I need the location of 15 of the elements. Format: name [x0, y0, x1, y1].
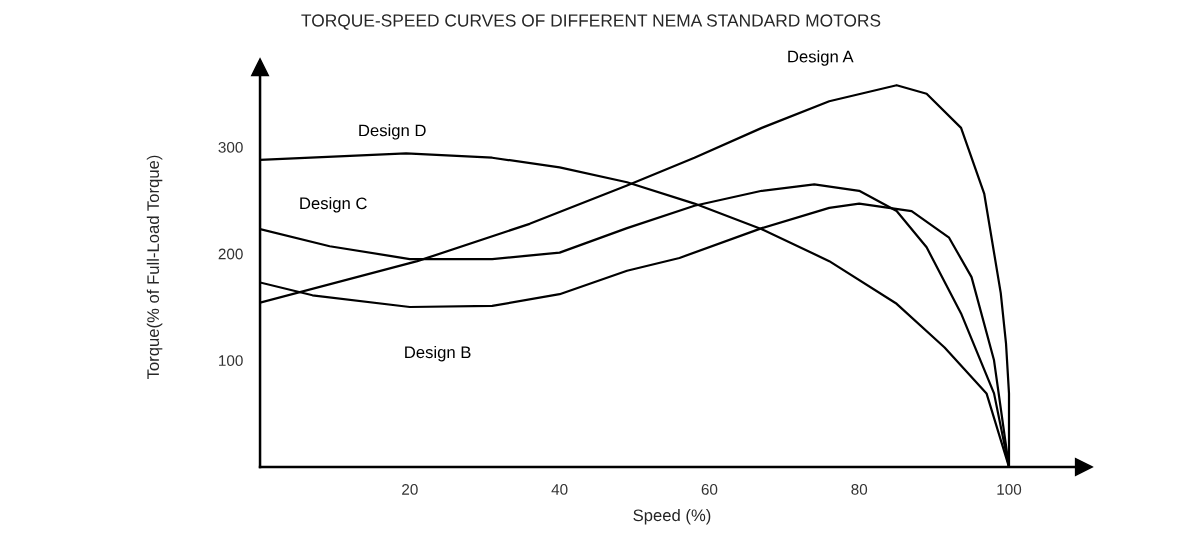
x-tick-label: 60	[701, 484, 718, 495]
y-axis-title: Torque(% of Full-Load Torque)	[146, 155, 163, 380]
text: Design B	[405, 345, 471, 362]
series-label: Design C	[300, 196, 367, 213]
y-tick-label: 200	[218, 248, 243, 260]
series-label: Design A	[788, 50, 854, 66]
x-axis-title: Speed (%)	[633, 508, 711, 525]
series-label: Design D	[359, 124, 426, 140]
y-tick-label: 300	[218, 141, 243, 153]
x-tick-label: 100	[997, 484, 1022, 495]
x-tick-label: 80	[851, 484, 868, 495]
y-tick-label: 100	[219, 355, 243, 367]
chart-title: TORQUE-SPEED CURVES OF DIFFERENT NEMA STANDARD MOTORS	[301, 14, 881, 30]
x-tick-label: 20	[402, 484, 418, 495]
x-tick-label: 40	[551, 484, 568, 495]
